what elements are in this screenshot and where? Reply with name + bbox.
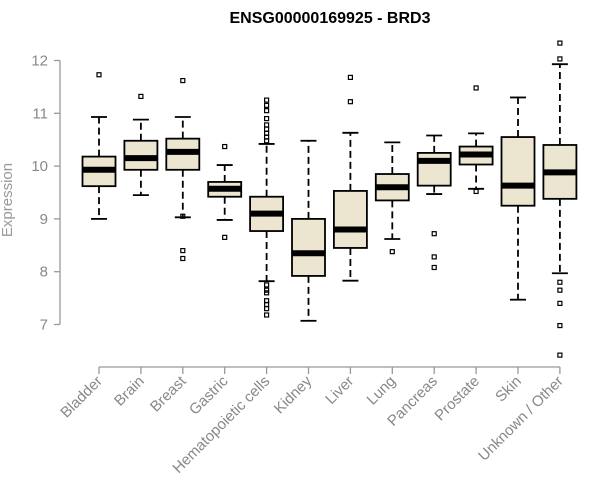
box-group (81, 72, 117, 220)
box-group (291, 139, 326, 322)
y-tick-label: 10 (31, 158, 48, 175)
outlier-point (264, 306, 270, 312)
outlier-point (347, 99, 353, 105)
box-rect (291, 217, 326, 277)
outlier-point (180, 247, 186, 254)
outlier-point (557, 40, 563, 46)
x-tick-label: Kidney (271, 372, 316, 417)
box-rect (416, 151, 452, 187)
box-group (416, 134, 452, 271)
outlier-point (473, 85, 479, 91)
outlier-point (431, 264, 437, 271)
outlier-point (180, 213, 186, 219)
outlier-point (389, 249, 395, 255)
outlier-point (264, 290, 270, 296)
outlier-point (557, 352, 563, 358)
y-tick-label: 12 (31, 53, 48, 70)
outlier-point (96, 72, 102, 78)
box-group (249, 97, 285, 318)
box-group (332, 74, 368, 282)
y-tick-label: 8 (40, 264, 48, 281)
chart-title: ENSG00000169925 - BRD3 (229, 10, 430, 27)
outlier-point (557, 279, 563, 285)
outlier-point (473, 188, 479, 195)
box-rect (332, 190, 368, 249)
box-group (123, 93, 159, 197)
outlier-point (264, 138, 270, 144)
y-axis-label: Expression (0, 163, 16, 237)
x-tick-label: Liver (322, 373, 357, 408)
y-axis: 7 8 9 10 11 12 (31, 53, 61, 334)
box-group (374, 141, 410, 255)
x-tick-label: Prostate (431, 373, 483, 425)
y-tick-label: 11 (32, 105, 48, 122)
x-tick-label: Breast (147, 372, 190, 415)
outlier-point (222, 234, 228, 240)
y-tick-label: 7 (40, 317, 48, 334)
outlier-point (557, 56, 563, 62)
box-group (500, 96, 536, 301)
outlier-point (138, 93, 144, 100)
outlier-point (557, 322, 563, 329)
box-group (458, 85, 494, 195)
outlier-point (264, 287, 270, 293)
outlier-point (431, 231, 437, 237)
outlier-point (264, 97, 270, 103)
boxes-group (81, 40, 578, 358)
outlier-point (264, 126, 270, 132)
x-tick-label: Brain (111, 373, 148, 410)
box-group (207, 143, 243, 240)
outlier-point (264, 282, 270, 288)
box-group (165, 77, 201, 262)
outlier-point (264, 312, 270, 318)
x-tick-label: Skin (492, 373, 525, 406)
outlier-point (264, 108, 270, 114)
outlier-point (264, 102, 270, 108)
outlier-point (347, 74, 353, 80)
outlier-point (222, 143, 228, 150)
box-group (542, 40, 578, 358)
y-tick-label: 9 (40, 211, 48, 228)
outlier-point (557, 300, 563, 306)
outlier-point (180, 255, 186, 262)
outlier-point (264, 122, 270, 128)
x-tick-label: Bladder (57, 373, 106, 422)
x-tick-label: Lung (364, 373, 400, 409)
outlier-point (180, 77, 186, 84)
outlier-point (264, 115, 270, 122)
outlier-point (431, 254, 437, 260)
box-rect (500, 136, 536, 207)
outlier-point (557, 287, 563, 293)
